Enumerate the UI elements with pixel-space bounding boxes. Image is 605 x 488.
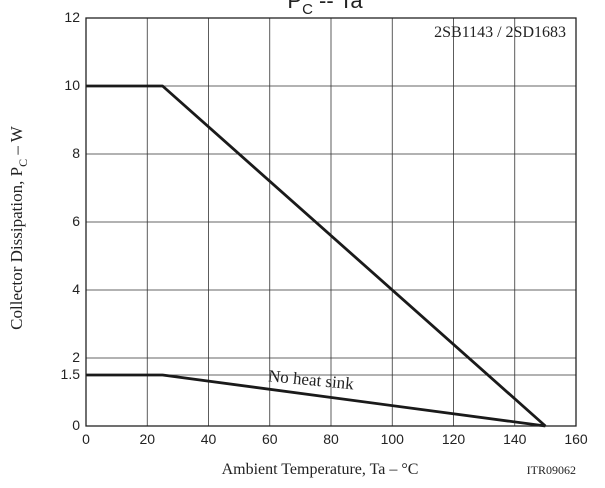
device-label: 2SB1143 / 2SD1683 xyxy=(434,24,566,41)
x-tick-label: 140 xyxy=(503,431,527,447)
y-tick-label: 4 xyxy=(72,281,80,297)
x-tick-label: 100 xyxy=(381,431,405,447)
y-tick-label: 8 xyxy=(72,145,80,161)
y-tick-label: 2 xyxy=(72,349,80,365)
x-tick-label: 80 xyxy=(323,431,339,447)
x-tick-label: 0 xyxy=(82,431,90,447)
plot-frame xyxy=(85,17,577,427)
y-tick-labels: 0 1.52 4 6 8 10 12 xyxy=(61,9,81,433)
x-tick-labels: 0 20 40 60 80 100 120 140 160 xyxy=(82,431,588,447)
x-tick-label: 60 xyxy=(262,431,278,447)
x-tick-label: 40 xyxy=(201,431,217,447)
y-axis-label: Collector Dissipation, PC – W xyxy=(7,125,30,330)
y-tick-label: 1.5 xyxy=(61,366,81,382)
y-tick-label: 0 xyxy=(72,417,80,433)
series-group xyxy=(86,84,547,428)
x-tick-label: 120 xyxy=(442,431,466,447)
x-tick-label: 20 xyxy=(139,431,155,447)
x-tick-label: 160 xyxy=(564,431,588,447)
chart-title: PC -- Ta xyxy=(287,0,363,18)
y-tick-label: 6 xyxy=(72,213,80,229)
grid xyxy=(85,17,577,427)
series-line-with-heat-sink xyxy=(86,84,547,428)
y-tick-label: 10 xyxy=(64,77,80,93)
code-label: ITR09062 xyxy=(527,463,576,477)
series-line-no-heat-sink xyxy=(86,373,546,428)
x-axis-label: Ambient Temperature, Ta – °C xyxy=(222,461,419,478)
y-tick-label: 12 xyxy=(64,9,80,25)
